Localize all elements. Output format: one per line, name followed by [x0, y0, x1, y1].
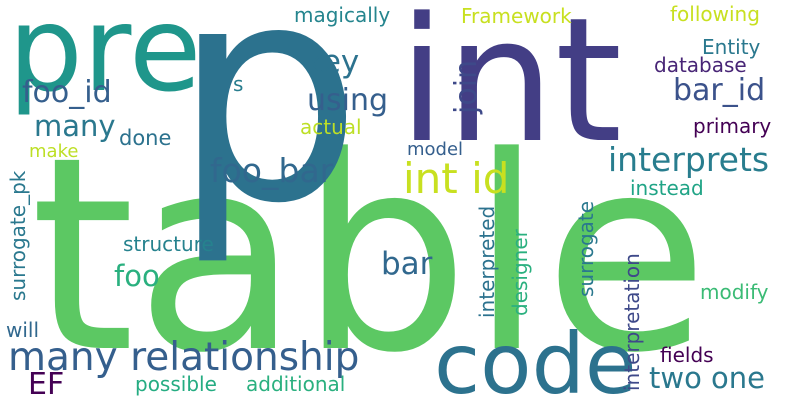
- word-primary: primary: [693, 114, 772, 138]
- word-magically: magically: [294, 3, 391, 27]
- word-entity: Entity: [702, 35, 761, 59]
- word-make: make: [29, 141, 79, 162]
- word-interpreted: interpreted: [475, 205, 499, 318]
- word-additional: additional: [246, 372, 346, 396]
- word-two-one: two one: [649, 361, 766, 395]
- word-framework: Framework: [461, 4, 572, 28]
- word-int-id: int id: [403, 154, 510, 203]
- word-p: p: [172, 0, 363, 269]
- word-surrogate-pk: surrogate_pk: [6, 170, 30, 301]
- word-bar: bar: [381, 246, 433, 282]
- word-key: key: [305, 44, 360, 80]
- word-ef: EF: [28, 367, 65, 400]
- word-actual: actual: [300, 115, 362, 139]
- word-foo-bar: foo_bar: [210, 151, 334, 190]
- word-surrogate: surrogate: [574, 200, 598, 297]
- word-join: join: [449, 59, 484, 114]
- word-database: database: [654, 53, 747, 77]
- word-interpretation: interpretation: [620, 253, 644, 391]
- word-bar-id: bar_id: [673, 73, 766, 108]
- word-possible: possible: [135, 372, 217, 396]
- word-foo-id: foo_id: [22, 75, 112, 110]
- word-many-relationship: many relationship: [8, 335, 360, 380]
- word-interprets: interprets: [608, 140, 770, 179]
- word-pre: pre: [8, 0, 202, 118]
- word-designer: designer: [508, 229, 532, 316]
- word-foo: foo: [114, 259, 160, 293]
- word-code: code: [434, 315, 637, 400]
- word-done: done: [119, 126, 172, 150]
- word-will: will: [6, 318, 40, 342]
- word-following: following: [670, 2, 760, 26]
- word-model: model: [407, 139, 464, 160]
- word-many: many: [34, 109, 116, 143]
- word-table: table: [30, 100, 709, 400]
- word-using: using: [307, 83, 389, 118]
- word-fields: fields: [660, 343, 714, 367]
- word-instead: instead: [630, 176, 704, 200]
- word-modify: modify: [700, 280, 769, 304]
- word-int: int: [398, 0, 623, 181]
- word-structure: structure: [123, 232, 214, 256]
- word-s: s: [233, 72, 244, 96]
